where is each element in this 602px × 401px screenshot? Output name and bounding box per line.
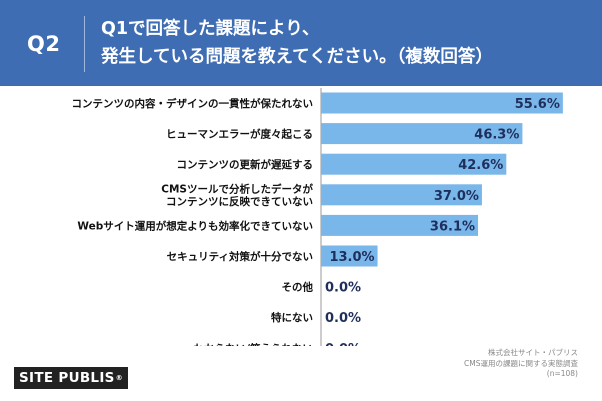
question-label: Q2: [27, 32, 61, 56]
source-company: 株式会社サイト・パブリス: [488, 348, 578, 357]
value-label-6: 13.0%: [329, 250, 374, 265]
category-label-9: わからない/答えられない: [194, 342, 313, 346]
value-label-8: 0.0%: [325, 311, 361, 326]
category-label-7: その他: [282, 281, 314, 294]
source-sample-size: (n=108): [546, 369, 578, 378]
bar-2: [321, 123, 523, 145]
chart-title-line-2: 発生している問題を教えてください。（複数回答）: [101, 47, 493, 67]
value-label-7: 0.0%: [325, 281, 361, 296]
value-label-1: 55.6%: [515, 97, 560, 112]
category-label-4-line-2: コンテンツに反映できていない: [166, 195, 313, 208]
category-label-6: セキュリティ対策が十分でない: [167, 250, 313, 263]
category-label-5: Webサイト運用が想定よりも効率化できていない: [77, 219, 313, 232]
value-label-5: 36.1%: [430, 219, 475, 234]
value-label-4: 37.0%: [434, 189, 479, 204]
category-label-4-line-1: CMSツールで分析したデータが: [161, 183, 313, 196]
registered-mark: ®: [115, 374, 123, 382]
value-label-9: 0.0%: [325, 342, 361, 346]
header-divider: [84, 16, 85, 72]
category-label-3: コンテンツの更新が遅延する: [177, 158, 314, 171]
category-label-1: コンテンツの内容・デザインの一貫性が保たれない: [72, 97, 314, 110]
bar-chart: 55.6% コンテンツの内容・デザインの一貫性が保たれない 46.3% ヒューマンエラ…: [72, 88, 563, 346]
bar-5: [321, 214, 479, 236]
bar-4: [321, 184, 482, 206]
value-label-3: 42.6%: [458, 158, 503, 173]
source-survey: CMS運用の課題に関する実態調査: [464, 358, 578, 368]
site-publis-logo: SITE PUBLIS®: [14, 367, 128, 389]
bar-3: [321, 153, 507, 175]
bar-1: [321, 92, 563, 114]
header-band: Q2 Q1で回答した課題により、 発生している問題を教えてください。（複数回答）: [0, 0, 602, 86]
value-label-2: 46.3%: [474, 128, 519, 143]
chart-title-line-1: Q1で回答した課題により、: [101, 19, 320, 39]
logo-text: SITE PUBLIS: [19, 370, 115, 386]
bar-6: [321, 245, 378, 267]
source-note: 株式会社サイト・パブリス CMS運用の課題に関する実態調査 (n=108): [398, 348, 578, 380]
category-label-8: 特にない: [271, 311, 313, 324]
category-label-2: ヒューマンエラーが度々起こる: [166, 128, 313, 141]
